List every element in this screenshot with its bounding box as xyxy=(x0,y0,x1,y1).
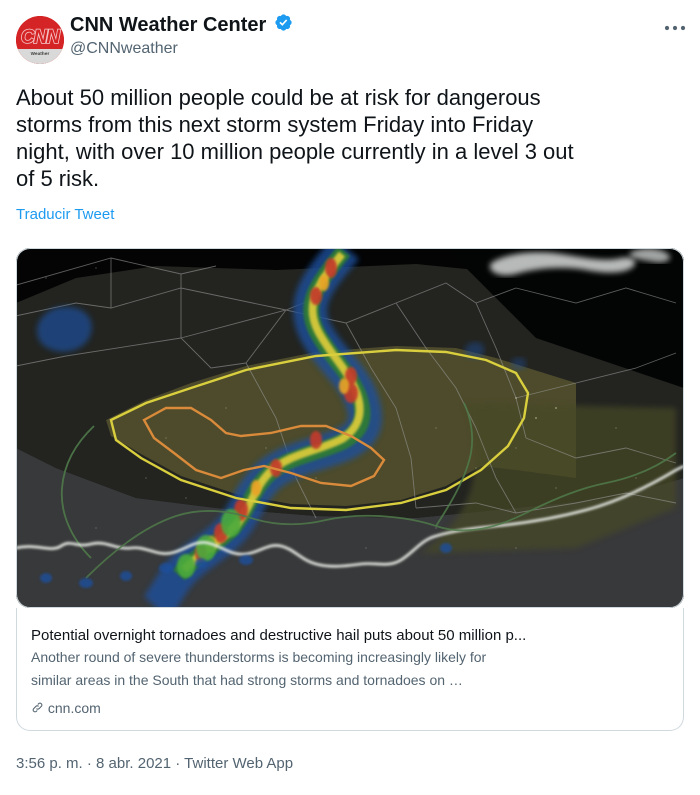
svg-text:CNN: CNN xyxy=(21,27,61,48)
svg-text:Weather: Weather xyxy=(31,51,50,56)
